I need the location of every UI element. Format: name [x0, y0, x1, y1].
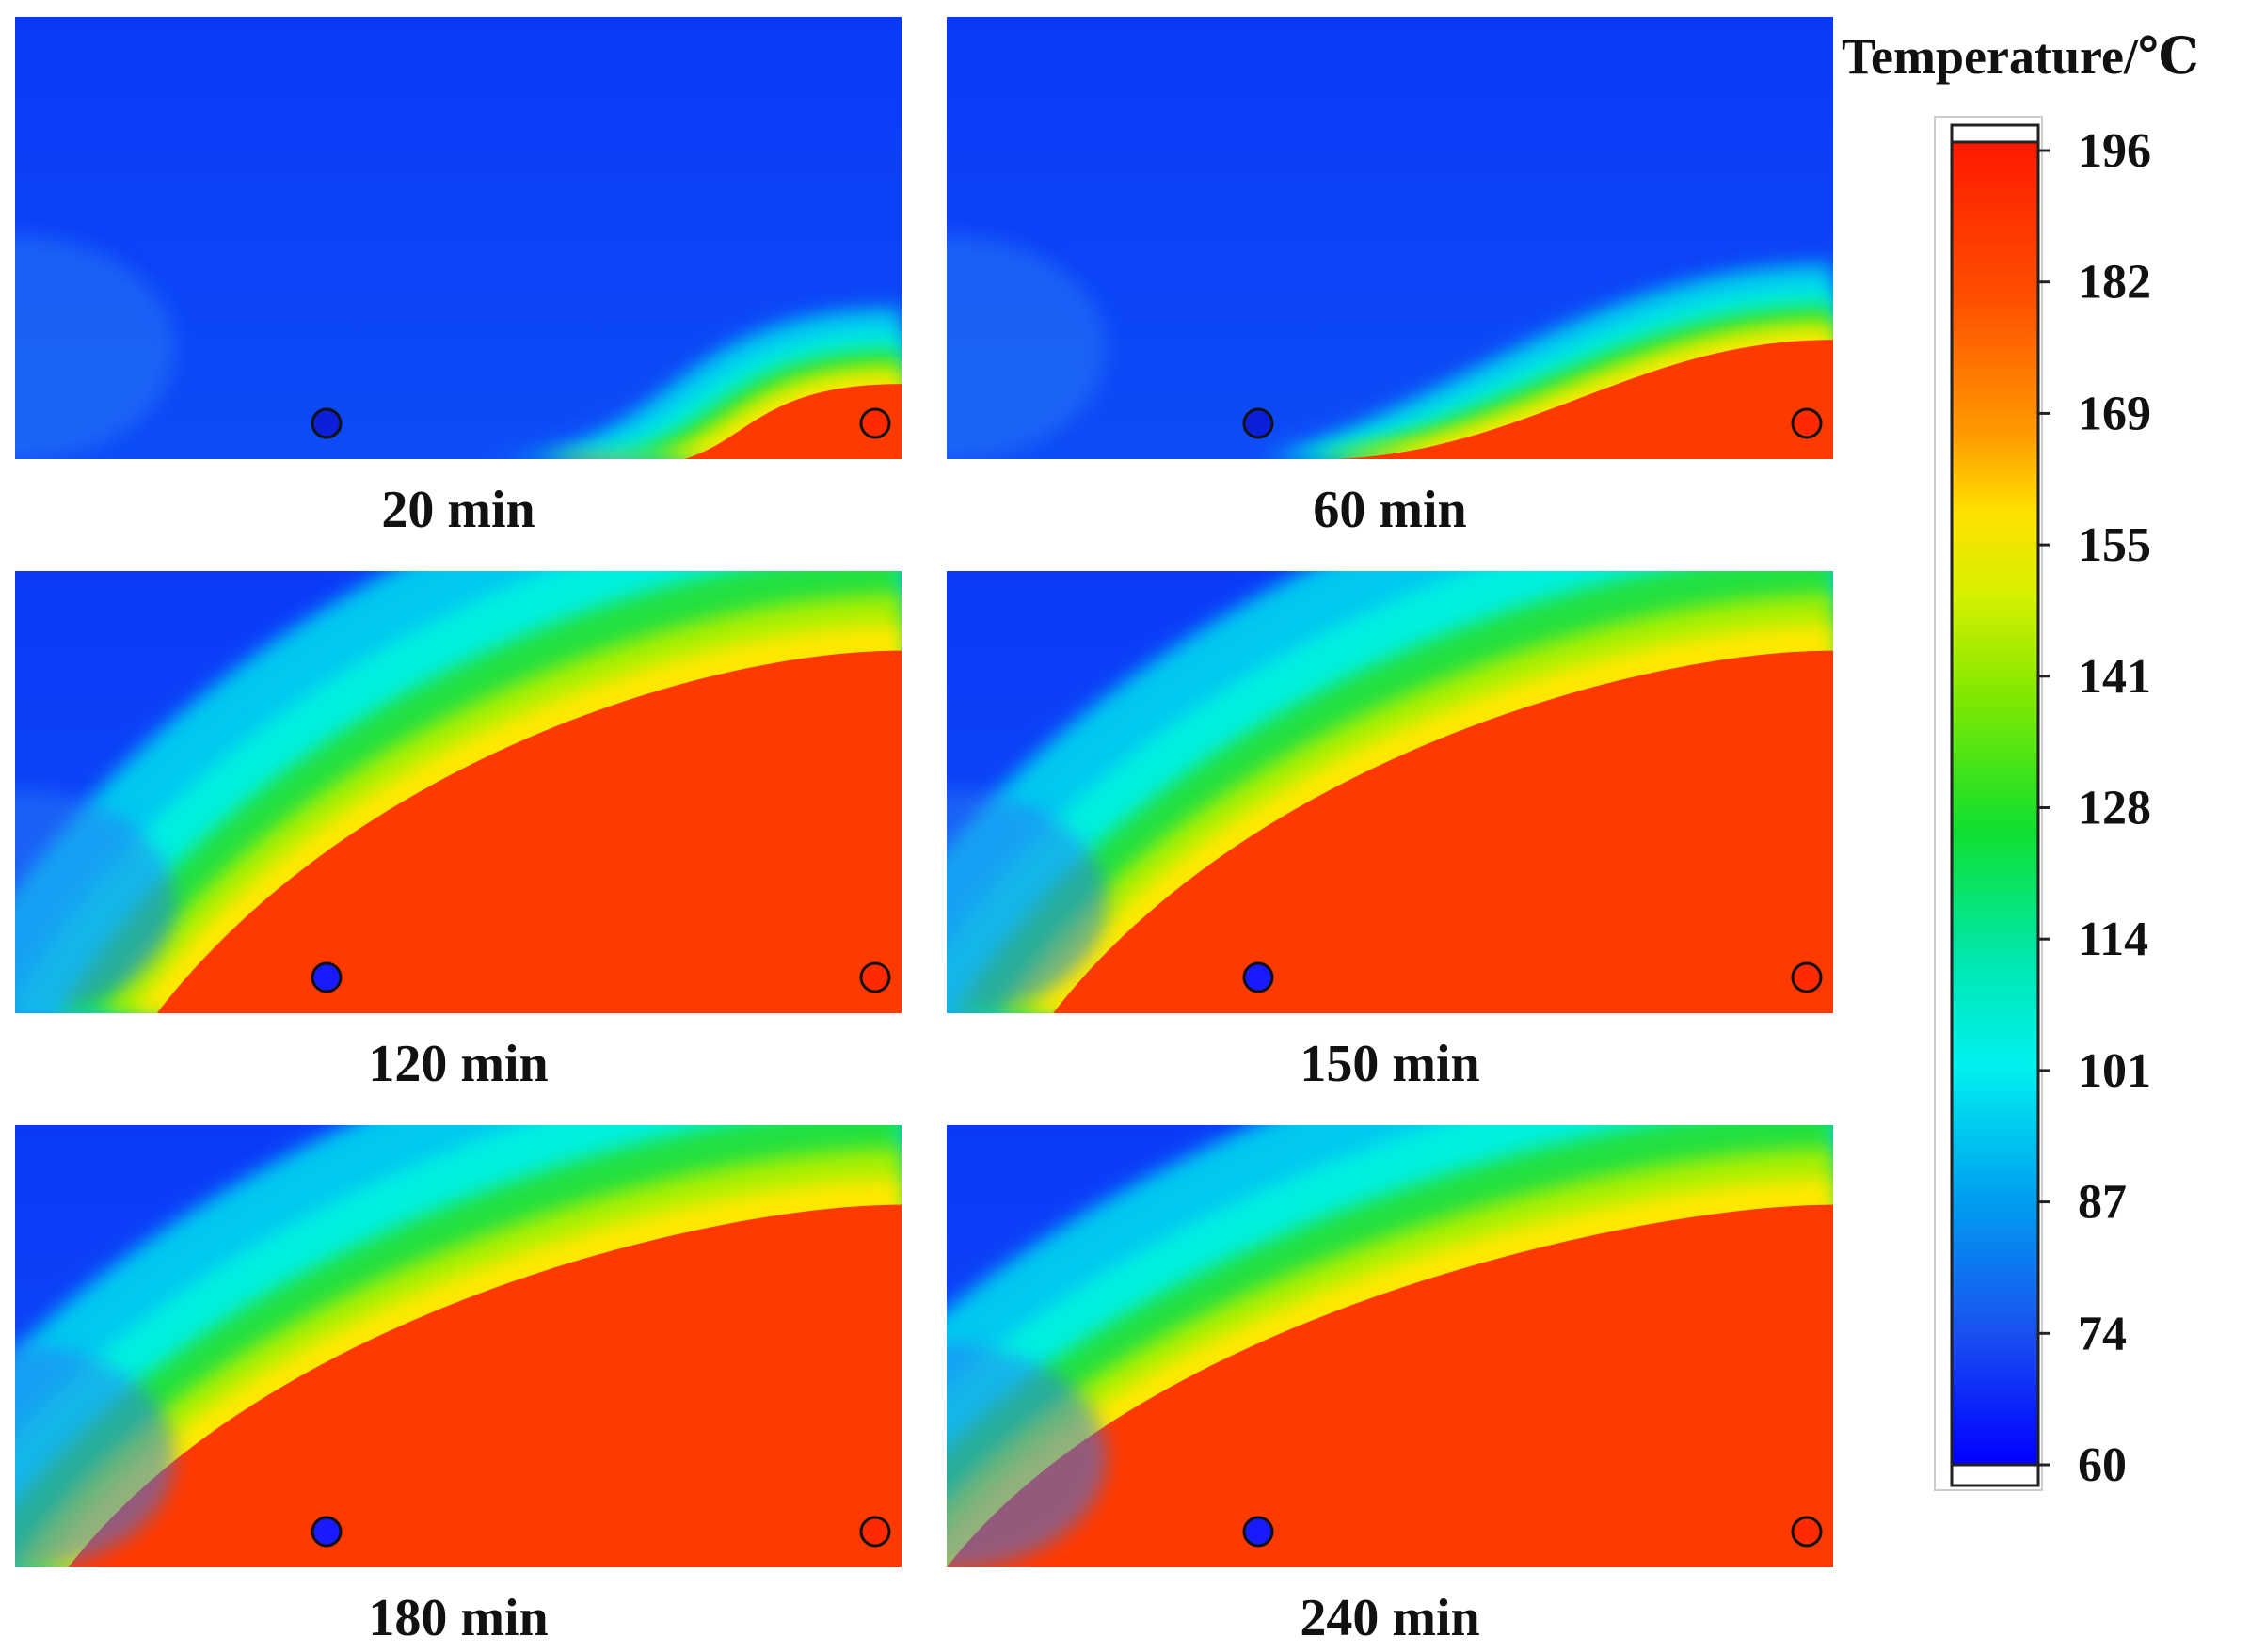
heatmap-panel: 150 min	[947, 571, 1833, 1093]
hot-region	[1053, 650, 1833, 1013]
left-warm-zone	[15, 789, 175, 1013]
colorbar-tick-label: 141	[2078, 650, 2151, 704]
left-warm-zone	[15, 1343, 175, 1567]
hot-probe-marker	[1791, 961, 1823, 993]
hot-region	[156, 650, 902, 1013]
hot-probe-marker	[1791, 407, 1823, 439]
hot-region	[1336, 340, 1833, 459]
panel-caption: 20 min	[381, 481, 535, 539]
hot-region	[565, 384, 902, 459]
cold-probe-marker	[311, 961, 343, 993]
panel-caption: 150 min	[1300, 1035, 1479, 1093]
panel-caption: 240 min	[1300, 1589, 1479, 1647]
colorbar-gradient	[1950, 140, 2040, 1467]
cold-probe-marker	[311, 407, 343, 439]
cold-probe-marker	[1242, 961, 1274, 993]
colorbar-tick-label: 169	[2078, 387, 2151, 440]
colorbar-tick-label: 182	[2078, 256, 2151, 310]
cold-probe-marker	[1242, 1516, 1274, 1548]
colorbar-title: Temperature/℃	[1842, 28, 2199, 85]
cold-probe-marker	[1242, 407, 1274, 439]
colorbar-tick-label: 155	[2078, 518, 2151, 572]
left-warm-zone	[947, 1343, 1107, 1567]
hot-probe-marker	[859, 961, 891, 993]
heatmap-panel: 240 min	[947, 1125, 1833, 1647]
colorbar-tick-label: 60	[2078, 1438, 2127, 1492]
colorbar-tick-label: 87	[2078, 1176, 2127, 1230]
colorbar-bottom-cap	[1950, 1463, 2040, 1487]
left-warm-zone	[15, 235, 175, 459]
colorbar-tick-label: 196	[2078, 124, 2151, 178]
colorbar-tick-label: 128	[2078, 782, 2151, 835]
hot-probe-marker	[859, 407, 891, 439]
colorbar-tick-label: 114	[2078, 913, 2148, 966]
panel-caption: 180 min	[368, 1589, 548, 1647]
left-warm-zone	[947, 789, 1107, 1013]
hot-probe-marker	[1791, 1516, 1823, 1548]
heatmap-panel: 180 min	[15, 1125, 902, 1647]
hot-region	[68, 1204, 902, 1567]
heatmap-panel: 120 min	[15, 571, 902, 1093]
colorbar-tick-label: 74	[2078, 1307, 2127, 1360]
colorbar-tick-label: 101	[2078, 1044, 2151, 1098]
left-warm-zone	[947, 235, 1107, 459]
panel-caption: 60 min	[1313, 481, 1466, 539]
cold-probe-marker	[311, 1516, 343, 1548]
colorbar: Temperature/℃ 196 182 169 155 141 128 114 101 87…	[1842, 28, 2199, 1492]
heatmap-panel: 60 min	[947, 17, 1833, 539]
panel-caption: 120 min	[368, 1035, 548, 1093]
heatmap-panel: 20 min	[15, 17, 902, 539]
heatmap-panels: 20 min 60 min 120 min 150 min 180 min 240 min	[15, 17, 1833, 1647]
hot-probe-marker	[859, 1516, 891, 1548]
colorbar-top-cap	[1950, 123, 2040, 144]
hot-region	[947, 1204, 1833, 1567]
colorbar-ticks: 196 182 169 155 141 128 114 101 87 74 60	[2038, 124, 2151, 1492]
